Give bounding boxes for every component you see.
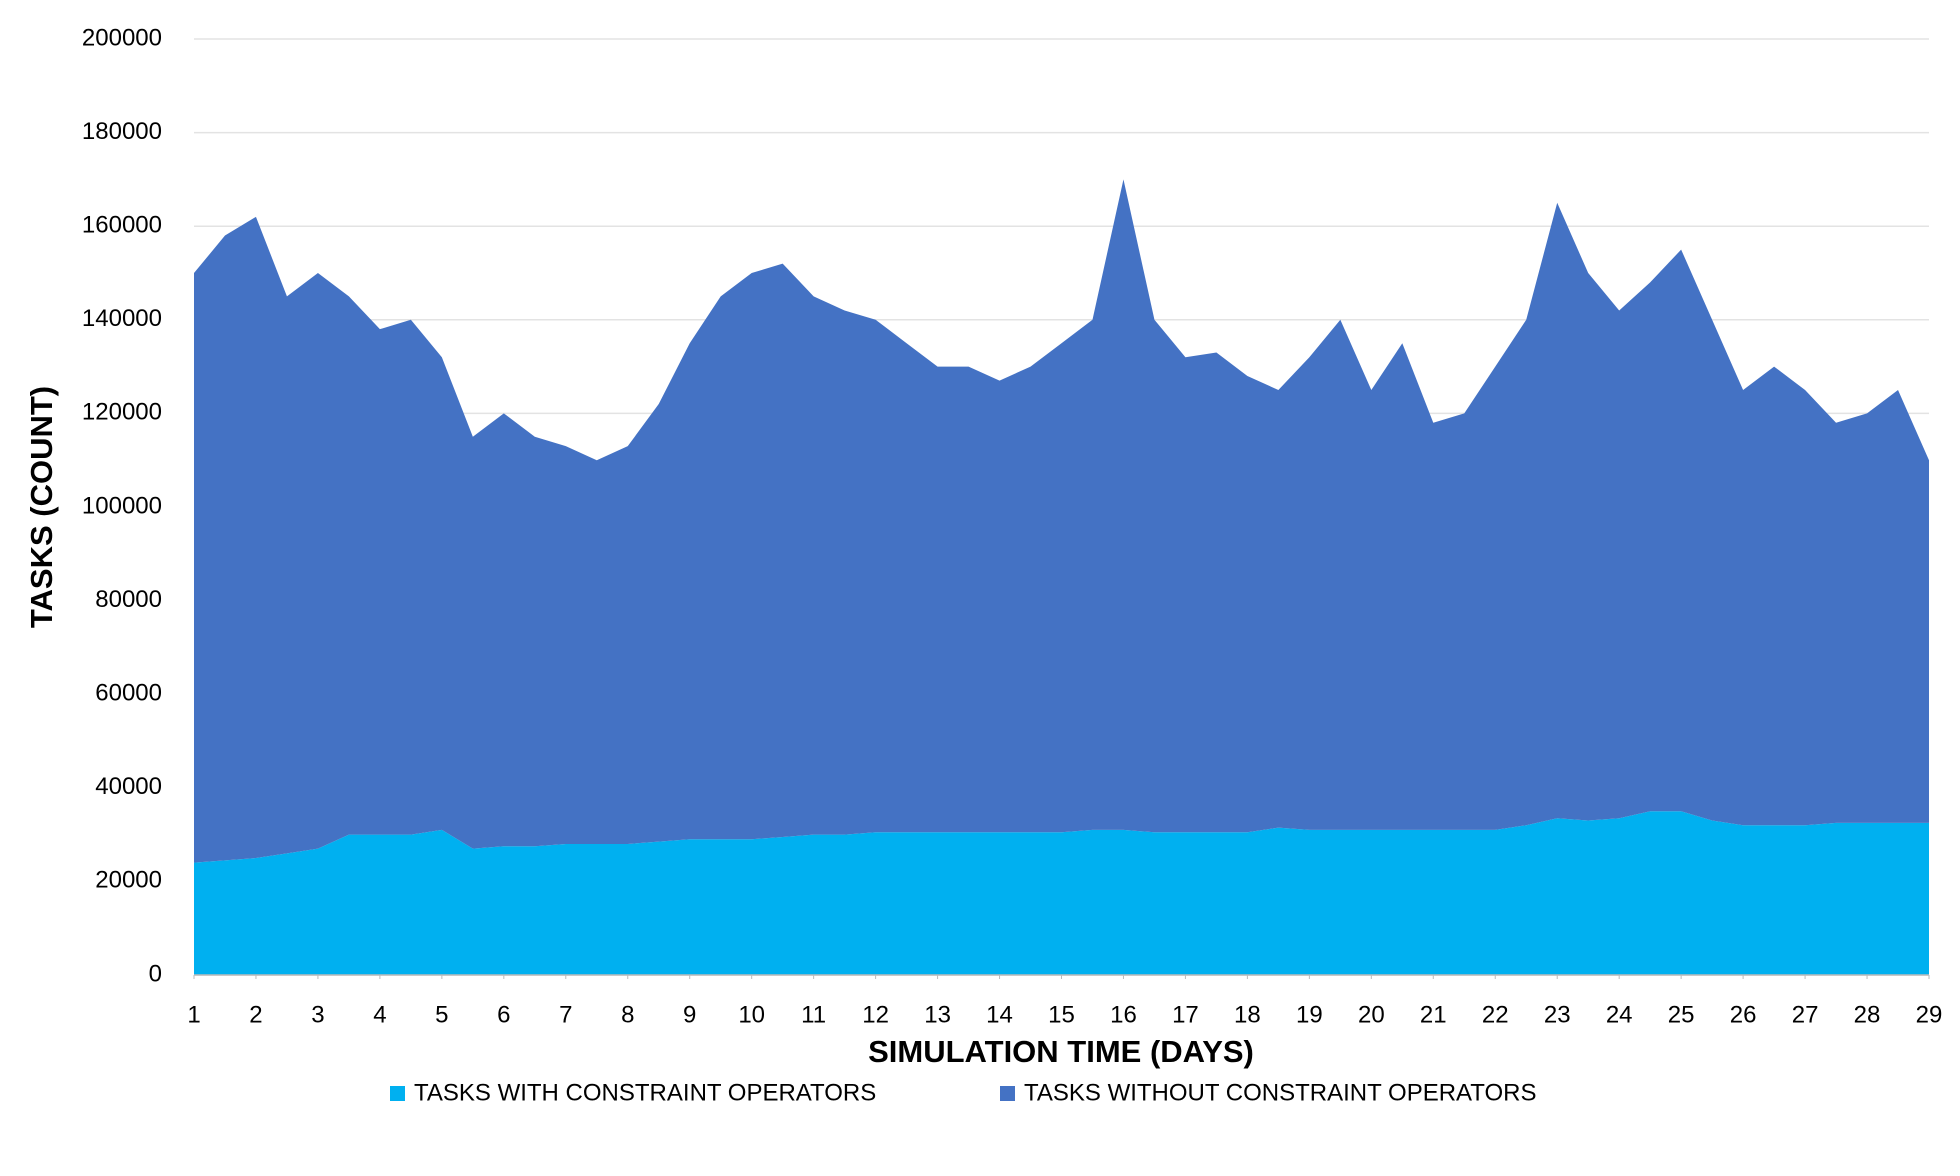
x-tick-label: 19 <box>1296 1001 1323 1028</box>
legend-swatch <box>390 1086 405 1101</box>
x-tick-label: 29 <box>1916 1001 1943 1028</box>
x-tick-label: 6 <box>497 1001 510 1028</box>
y-tick-label: 200000 <box>82 24 162 51</box>
y-axis-title: TASKS (COUNT) <box>24 386 59 628</box>
x-tick-label: 27 <box>1792 1001 1819 1028</box>
x-tick-label: 11 <box>801 1001 826 1028</box>
y-tick-label: 40000 <box>95 773 162 800</box>
area <box>194 179 1929 863</box>
x-tick-label: 25 <box>1668 1001 1695 1028</box>
x-tick-label: 10 <box>738 1001 765 1028</box>
x-tick-label: 22 <box>1482 1001 1509 1028</box>
y-tick-label: 0 <box>149 960 162 987</box>
x-tick-label: 9 <box>683 1001 696 1028</box>
x-tick-label: 2 <box>249 1001 262 1028</box>
x-tick-label: 17 <box>1172 1001 1199 1028</box>
x-tick-label: 20 <box>1358 1001 1385 1028</box>
y-tick-label: 160000 <box>82 212 162 239</box>
x-tick-label: 21 <box>1420 1001 1447 1028</box>
y-tick-label: 20000 <box>95 867 162 894</box>
x-tick-label: 5 <box>435 1001 448 1028</box>
x-tick-label: 12 <box>862 1001 889 1028</box>
x-tick-label: 16 <box>1110 1001 1137 1028</box>
y-tick-label: 60000 <box>95 680 162 707</box>
legend-label: TASKS WITH CONSTRAINT OPERATORS <box>414 1079 876 1106</box>
x-tick-label: 4 <box>373 1001 386 1028</box>
y-tick-label: 120000 <box>82 399 162 426</box>
x-tick-label: 14 <box>986 1001 1013 1028</box>
x-tick-label: 8 <box>621 1001 634 1028</box>
y-tick-label: 80000 <box>95 586 162 613</box>
y-tick-label: 140000 <box>82 305 162 332</box>
y-tick-label: 180000 <box>82 118 162 145</box>
x-axis-title: SIMULATION TIME (DAYS) <box>868 1034 1254 1069</box>
x-tick-label: 24 <box>1606 1001 1633 1028</box>
legend-swatch <box>1000 1086 1015 1101</box>
x-tick-label: 23 <box>1544 1001 1571 1028</box>
x-tick-label: 3 <box>311 1001 324 1028</box>
area <box>194 811 1929 975</box>
x-tick-label: 28 <box>1854 1001 1881 1028</box>
x-tick-label: 26 <box>1730 1001 1757 1028</box>
y-tick-label: 100000 <box>82 492 162 519</box>
x-tick-label: 18 <box>1234 1001 1261 1028</box>
legend-label: TASKS WITHOUT CONSTRAINT OPERATORS <box>1024 1079 1537 1106</box>
x-tick-label: 7 <box>559 1001 572 1028</box>
x-tick-label: 13 <box>924 1001 951 1028</box>
x-tick-label: 15 <box>1048 1001 1075 1028</box>
x-tick-label: 1 <box>187 1001 200 1028</box>
